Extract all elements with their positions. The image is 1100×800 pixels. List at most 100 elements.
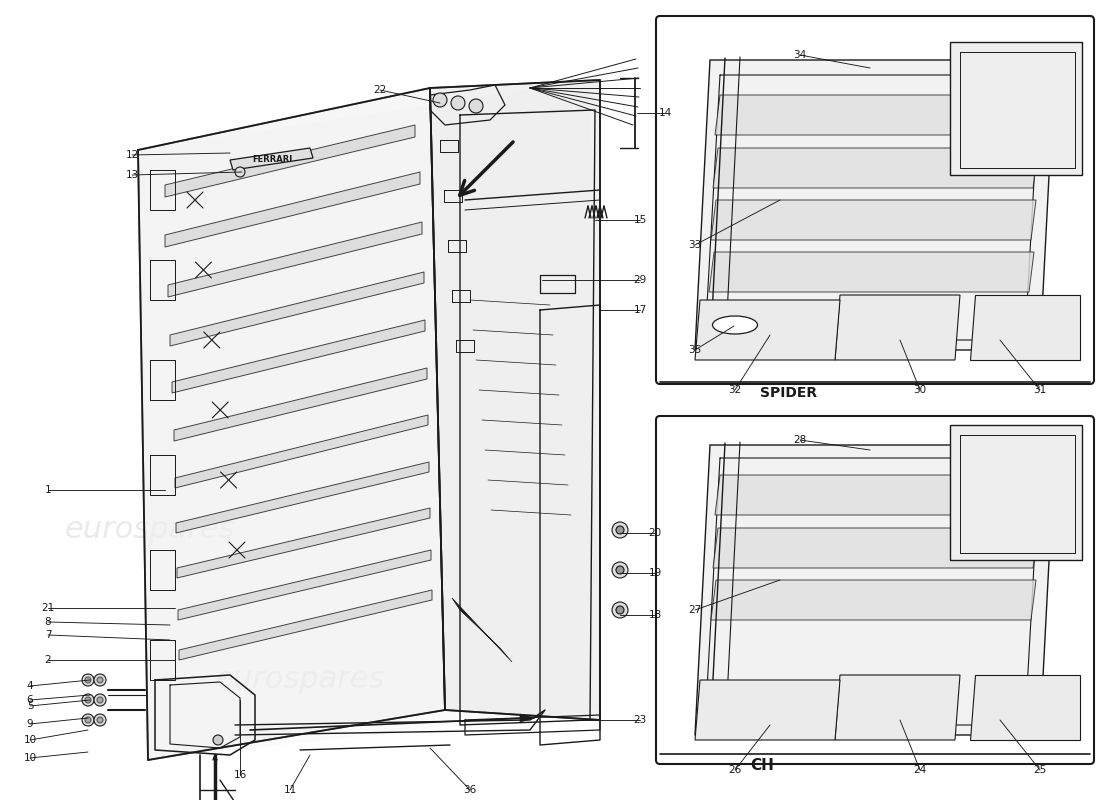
Text: 5: 5 [26,701,33,711]
Text: eurospares: eurospares [711,588,850,612]
Polygon shape [165,125,415,197]
Polygon shape [176,462,429,533]
Polygon shape [165,172,420,247]
Circle shape [433,93,447,107]
Polygon shape [710,252,1034,292]
Circle shape [97,677,103,683]
Polygon shape [230,148,313,170]
Text: 30: 30 [913,385,926,395]
Text: FERRARI: FERRARI [252,154,293,163]
Text: 17: 17 [634,305,647,315]
FancyBboxPatch shape [656,416,1094,764]
Text: 10: 10 [23,735,36,745]
Circle shape [82,694,94,706]
Text: 31: 31 [1033,385,1046,395]
Polygon shape [970,675,1080,740]
Circle shape [616,566,624,574]
Text: 6: 6 [26,695,33,705]
Circle shape [85,697,91,703]
Text: 20: 20 [648,528,661,538]
Text: eurospares: eurospares [711,268,850,292]
Circle shape [612,562,628,578]
Polygon shape [835,295,960,360]
Circle shape [616,606,624,614]
Text: 24: 24 [913,765,926,775]
Polygon shape [713,528,1038,568]
Text: CH: CH [750,758,774,774]
Polygon shape [950,425,1082,560]
Text: 8: 8 [45,617,52,627]
Polygon shape [138,80,600,760]
Polygon shape [170,272,424,346]
Polygon shape [138,88,446,760]
Text: 19: 19 [648,568,661,578]
Circle shape [469,99,483,113]
Text: 11: 11 [284,785,297,795]
Circle shape [82,674,94,686]
Polygon shape [695,680,840,740]
Text: 16: 16 [233,770,246,780]
Polygon shape [715,95,1040,135]
Text: 21: 21 [42,603,55,613]
FancyBboxPatch shape [656,16,1094,384]
Text: 10: 10 [23,753,36,763]
Text: 23: 23 [634,715,647,725]
Polygon shape [695,300,840,360]
Polygon shape [950,42,1082,175]
Polygon shape [713,148,1038,188]
Circle shape [94,694,106,706]
Circle shape [235,167,245,177]
Text: 26: 26 [728,765,741,775]
Polygon shape [835,675,960,740]
Circle shape [616,526,624,534]
Text: 22: 22 [373,85,386,95]
Text: 34: 34 [793,50,806,60]
Text: 33: 33 [689,240,702,250]
Circle shape [94,674,106,686]
Text: 32: 32 [728,385,741,395]
Text: 12: 12 [125,150,139,160]
Polygon shape [711,580,1036,620]
Text: eurospares: eurospares [65,515,235,545]
Circle shape [82,714,94,726]
Polygon shape [172,320,425,393]
Polygon shape [452,598,512,662]
Circle shape [85,717,91,723]
Polygon shape [970,295,1080,360]
Text: 35: 35 [689,345,702,355]
Ellipse shape [713,316,758,334]
Text: 2: 2 [45,655,52,665]
Text: 14: 14 [659,108,672,118]
Polygon shape [695,445,1055,735]
Circle shape [612,602,628,618]
Polygon shape [168,222,422,297]
Text: 25: 25 [1033,765,1046,775]
Polygon shape [695,60,1055,350]
Text: 13: 13 [125,170,139,180]
Circle shape [451,96,465,110]
Polygon shape [177,508,430,578]
Text: 7: 7 [45,630,52,640]
Polygon shape [430,80,600,720]
Text: 36: 36 [463,785,476,795]
Polygon shape [520,714,535,722]
Text: 18: 18 [648,610,661,620]
Text: 27: 27 [689,605,702,615]
Text: eurospares: eurospares [214,666,385,694]
Circle shape [94,714,106,726]
Polygon shape [715,475,1040,515]
Text: SPIDER: SPIDER [760,386,817,400]
Circle shape [85,677,91,683]
Polygon shape [174,368,427,441]
Circle shape [213,735,223,745]
Circle shape [612,522,628,538]
Text: 1: 1 [45,485,52,495]
Circle shape [97,717,103,723]
Polygon shape [711,200,1036,240]
Text: 4: 4 [26,681,33,691]
Text: 29: 29 [634,275,647,285]
Text: 15: 15 [634,215,647,225]
Text: 9: 9 [26,719,33,729]
Polygon shape [175,415,428,488]
Polygon shape [178,550,431,620]
